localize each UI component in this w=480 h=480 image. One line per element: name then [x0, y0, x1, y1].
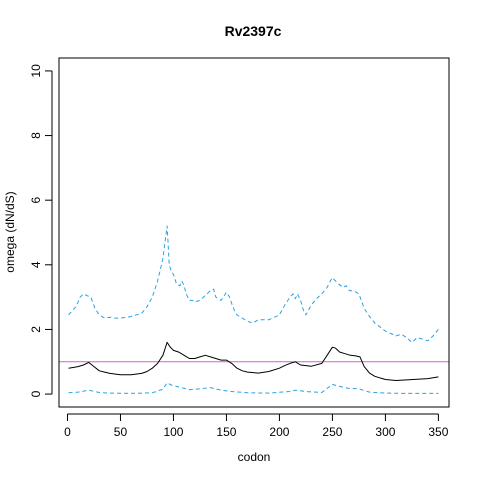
y-tick-label: 6	[29, 197, 43, 204]
chart-title: Rv2397c	[225, 23, 282, 39]
y-tick-label: 2	[29, 326, 43, 333]
x-tick-label: 50	[114, 425, 128, 439]
x-axis-title: codon	[238, 450, 271, 464]
x-tick-label: 150	[216, 425, 236, 439]
plot-frame	[58, 57, 450, 408]
x-tick-label: 100	[163, 425, 183, 439]
plot-series	[59, 225, 449, 394]
y-axis: 0 2 4 6 8 10	[29, 64, 53, 397]
y-tick-label: 8	[29, 132, 43, 139]
x-tick-label: 200	[269, 425, 289, 439]
series-upper-line	[68, 225, 439, 343]
y-tick-label: 10	[29, 64, 43, 78]
x-tick-label: 0	[64, 425, 71, 439]
y-tick-label: 0	[29, 390, 43, 397]
x-tick-label: 350	[428, 425, 448, 439]
x-tick-label: 250	[322, 425, 342, 439]
x-tick-label: 300	[375, 425, 395, 439]
x-axis: 0 50 100 150 200 250 300 350	[64, 413, 449, 439]
series-mean-line	[68, 341, 439, 381]
y-tick-label: 4	[29, 261, 43, 268]
y-axis-title: omega (dN/dS)	[3, 191, 17, 272]
series-lower-line	[68, 382, 439, 394]
